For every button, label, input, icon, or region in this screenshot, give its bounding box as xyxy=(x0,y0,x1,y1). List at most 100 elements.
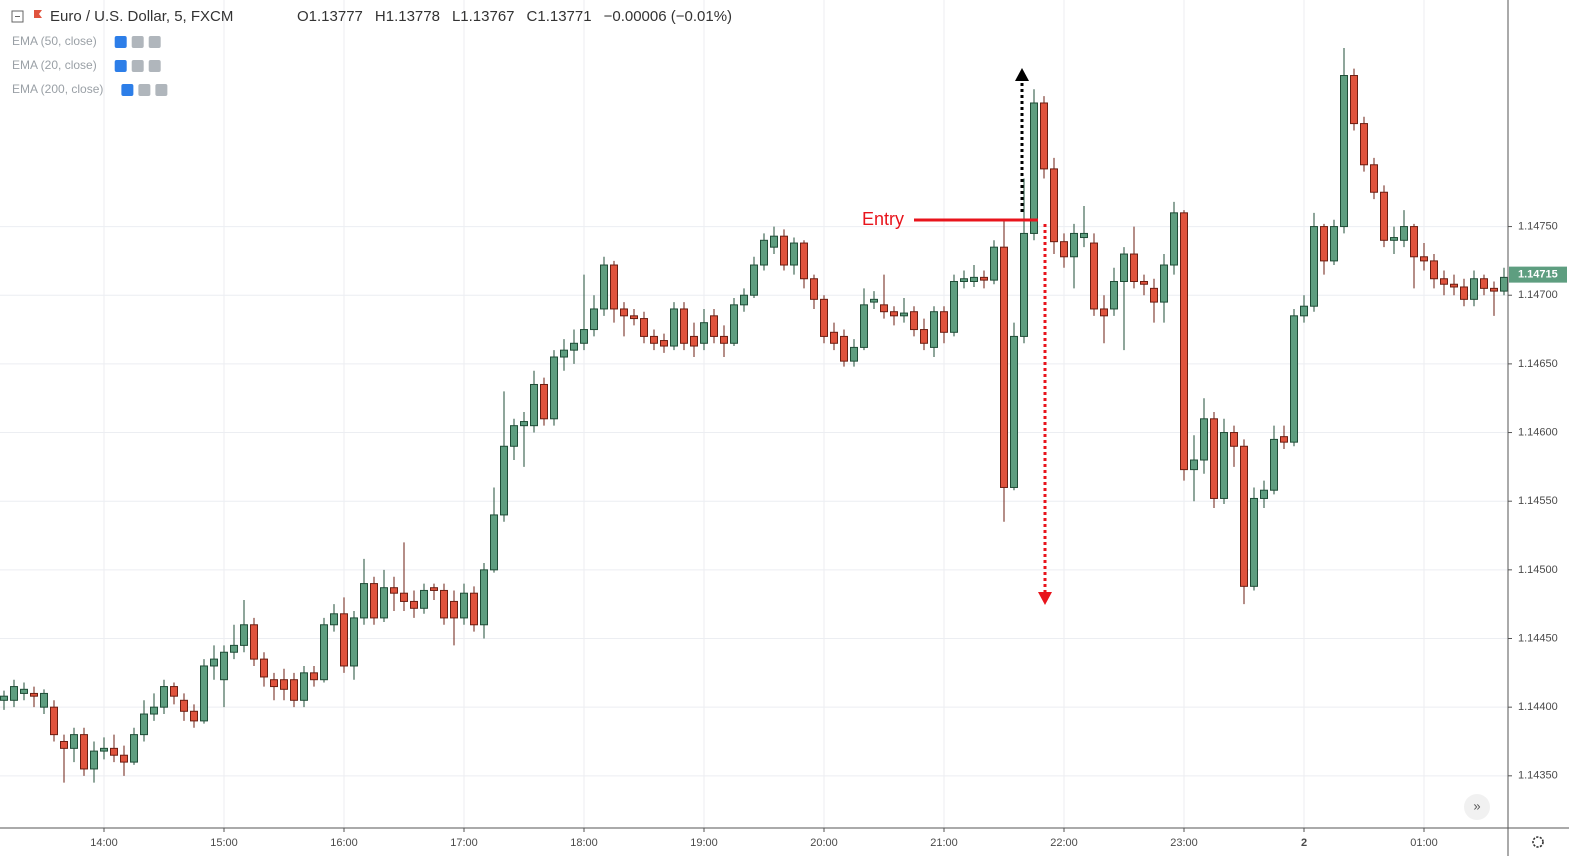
candle-body xyxy=(80,734,88,770)
collapse-icon[interactable] xyxy=(11,10,24,23)
candle-body xyxy=(1350,75,1358,125)
candle-body xyxy=(20,688,28,694)
candle-body xyxy=(1490,287,1498,292)
candle-body xyxy=(1460,286,1468,300)
candle-body xyxy=(1470,278,1478,300)
candle-body xyxy=(740,294,748,306)
candle-body xyxy=(1280,436,1288,443)
candle-body xyxy=(960,278,968,282)
candle-body xyxy=(460,592,468,619)
y-tick-label: 1.14650 xyxy=(1518,358,1558,370)
settings-icon[interactable] xyxy=(1532,836,1544,848)
candle-body xyxy=(670,308,678,347)
candle-body xyxy=(1390,237,1398,241)
arrow-head-down xyxy=(1038,592,1052,605)
candle-body xyxy=(680,308,688,344)
candle-body xyxy=(580,329,588,344)
candle-body xyxy=(850,346,858,362)
candle-body xyxy=(1500,276,1508,292)
candle-body xyxy=(70,734,78,749)
candle-body xyxy=(770,235,778,248)
candle-body xyxy=(420,589,428,609)
candle-body xyxy=(1240,445,1248,587)
candle-body xyxy=(1160,264,1168,303)
symbol-title[interactable]: Euro / U.S. Dollar, 5, FXCM xyxy=(50,8,233,25)
candle-body xyxy=(180,699,188,712)
candle-body xyxy=(1130,253,1138,282)
candle-body xyxy=(100,747,108,752)
candle-body xyxy=(1140,280,1148,285)
candle-body xyxy=(430,587,438,591)
candle-body xyxy=(1410,226,1418,258)
candle-body xyxy=(1080,232,1088,239)
legend-value: −0.00006 (−0.01%) xyxy=(604,8,732,25)
candle-body xyxy=(640,318,648,337)
candle-body xyxy=(710,315,718,337)
candle-body xyxy=(1250,497,1258,587)
candle-body xyxy=(410,600,418,609)
candle-body xyxy=(220,651,228,681)
candle-body xyxy=(1180,212,1188,471)
y-tick-label: 1.14350 xyxy=(1518,770,1558,782)
scroll-button[interactable] xyxy=(1464,794,1490,820)
last-price-tag xyxy=(1509,266,1567,283)
candle-body xyxy=(50,706,58,736)
legend-value: C1.13771 xyxy=(527,8,592,25)
candle-body xyxy=(950,280,958,333)
candle-body xyxy=(1120,253,1128,282)
candle-body xyxy=(30,692,38,697)
indicator-button xyxy=(121,84,134,96)
candle-body xyxy=(840,335,848,362)
candle-body xyxy=(120,754,128,763)
candle-body xyxy=(310,672,318,681)
candle-body xyxy=(830,331,838,344)
indicator-label: EMA (200, close) xyxy=(12,82,103,96)
legend-value: O1.13777 xyxy=(297,8,363,25)
candle-body xyxy=(1070,232,1078,258)
candle-body xyxy=(630,315,638,320)
candle-body xyxy=(620,308,628,317)
y-tick-label: 1.14450 xyxy=(1518,632,1558,644)
candle-body xyxy=(190,710,198,722)
indicators: EMA (50, close) EMA (20, close) EMA (200, … xyxy=(12,34,168,96)
candle-body xyxy=(690,335,698,347)
candle-body xyxy=(1290,315,1298,443)
candle-body xyxy=(450,600,458,619)
indicator-button xyxy=(114,60,127,72)
candle-body xyxy=(700,322,708,344)
x-tick-label: 01:00 xyxy=(1410,837,1438,849)
candle-body xyxy=(910,311,918,331)
candle-body xyxy=(660,340,668,347)
candle-body xyxy=(110,747,118,756)
candle-body xyxy=(570,342,578,351)
candle-body xyxy=(1320,226,1328,262)
indicator-button xyxy=(131,36,144,48)
candle-body xyxy=(790,242,798,266)
entry-label: Entry xyxy=(862,209,904,229)
candle-body xyxy=(320,624,328,681)
candle-body xyxy=(1380,191,1388,241)
candle-body xyxy=(1210,418,1218,499)
scroll-button-icon: » xyxy=(1473,798,1480,813)
candle-body xyxy=(290,679,298,701)
candle-body xyxy=(1090,242,1098,310)
candle-body xyxy=(600,264,608,310)
candle-body xyxy=(1150,287,1158,303)
candle-body xyxy=(350,617,358,667)
candle-body xyxy=(1050,168,1058,243)
candle-body xyxy=(1040,102,1048,170)
candle-body xyxy=(40,692,48,708)
candle-body xyxy=(1220,432,1228,499)
candle-body xyxy=(260,658,268,678)
candle-body xyxy=(1450,283,1458,288)
candle-body xyxy=(380,587,388,619)
candle-body xyxy=(1170,212,1178,266)
candle-body xyxy=(1340,75,1348,228)
candle-body xyxy=(490,514,498,571)
candle-body xyxy=(200,665,208,722)
candle-body xyxy=(800,242,808,280)
indicator-label: EMA (20, close) xyxy=(12,58,97,72)
candle-body xyxy=(590,308,598,331)
candle-body xyxy=(920,329,928,344)
candle-body xyxy=(1260,489,1268,499)
